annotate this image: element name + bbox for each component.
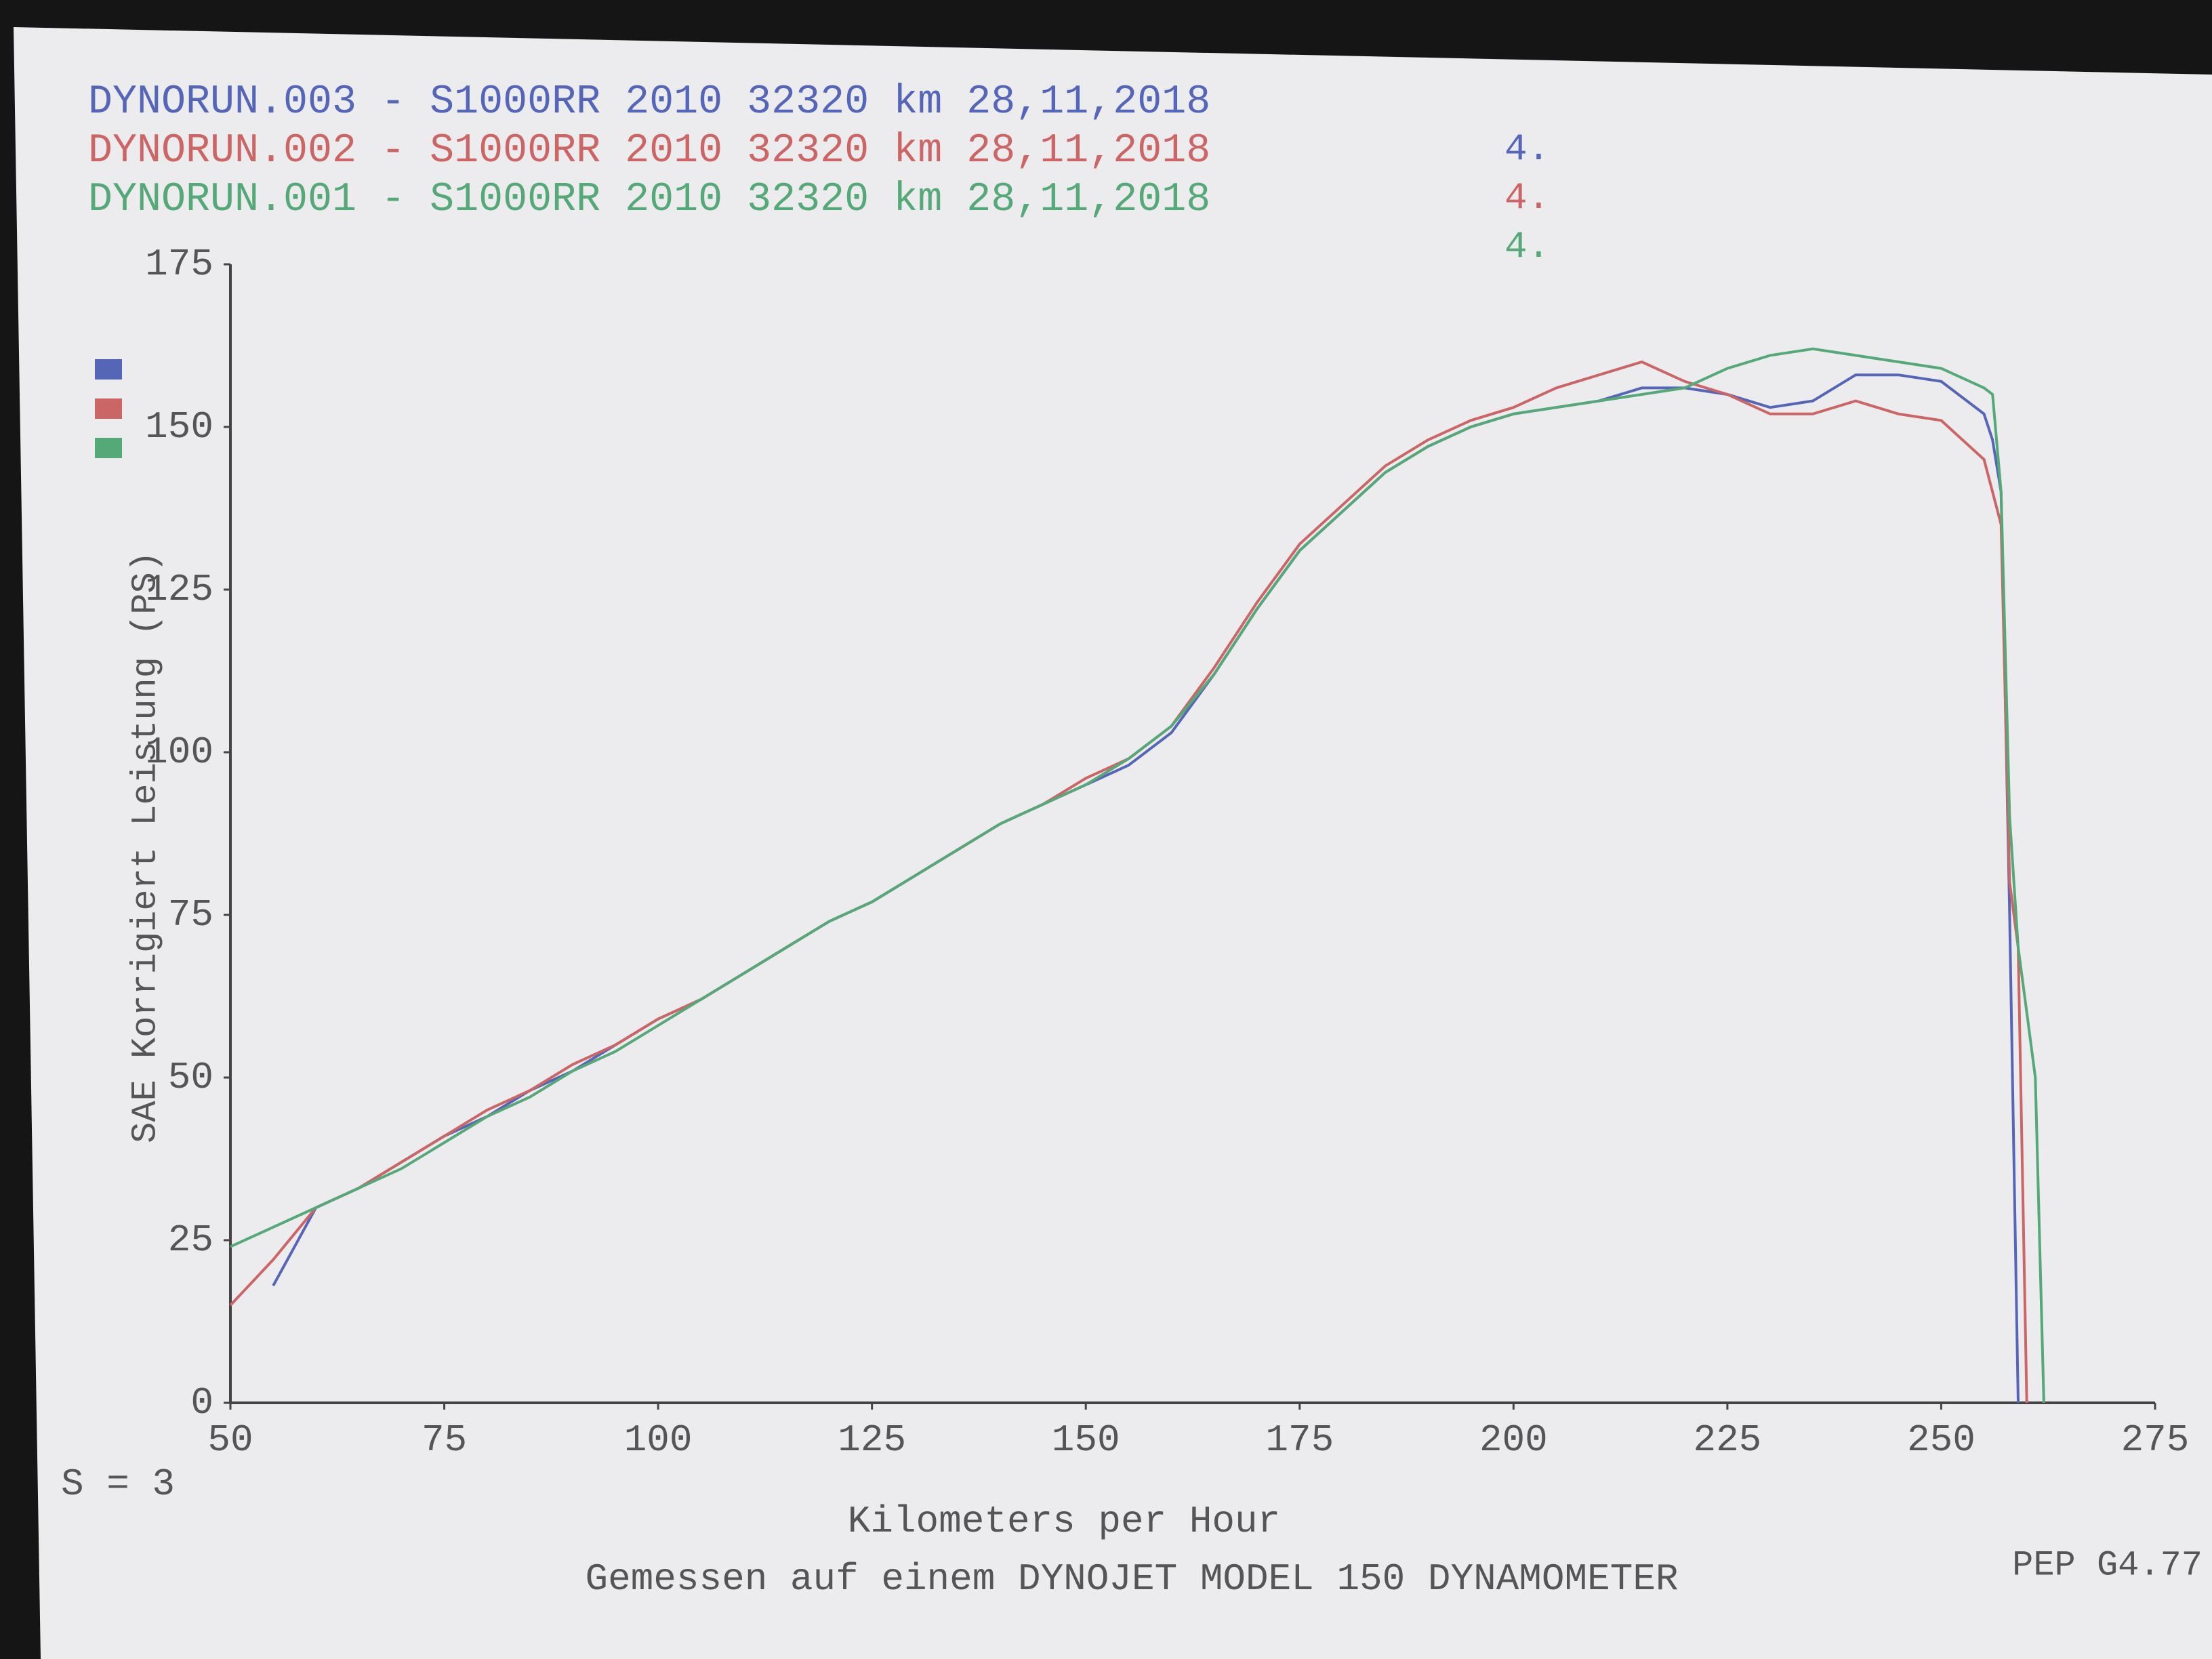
x-tick-label: 125: [838, 1418, 906, 1462]
y-tick-label: 175: [145, 243, 213, 286]
x-tick-label: 75: [422, 1418, 467, 1462]
footer: Gemessen auf einem DYNOJET MODEL 150 DYN…: [585, 1557, 1678, 1601]
y-tick-label: 50: [168, 1056, 213, 1099]
series-line: [229, 360, 2028, 1404]
x-tick-label: 225: [1693, 1418, 1761, 1462]
x-tick-label: 50: [207, 1418, 253, 1462]
legend-swatch: [95, 398, 122, 419]
legend-note: 4.: [1504, 225, 1550, 268]
y-tick-label: 75: [168, 893, 213, 937]
y-tick-label: 150: [145, 405, 213, 449]
x-tick-label: 200: [1479, 1418, 1548, 1462]
legend-swatch: [95, 359, 122, 380]
y-axis-label: SAE Korrigiert Leistung (PS): [126, 551, 166, 1143]
x-tick-label: 175: [1265, 1418, 1334, 1462]
legend-label: DYNORUN.002 - S1000RR 2010 32320 km 28,1…: [88, 128, 1210, 174]
version: PEP G4.77: [2012, 1546, 2203, 1586]
y-tick-label: 125: [145, 568, 213, 611]
x-axis-label: Kilometers per Hour: [848, 1500, 1281, 1543]
x-tick-label: 150: [1052, 1418, 1120, 1462]
legend-label: DYNORUN.001 - S1000RR 2010 32320 km 28,1…: [88, 177, 1210, 223]
legend-label: DYNORUN.003 - S1000RR 2010 32320 km 28,1…: [88, 79, 1210, 125]
y-tick-label: 0: [190, 1381, 213, 1425]
x-tick-label: 275: [2121, 1418, 2190, 1462]
smoothing: S = 3: [61, 1462, 175, 1506]
series-line: [230, 347, 2045, 1404]
legend-note: 4.: [1504, 176, 1550, 220]
legend-note: 4.: [1504, 127, 1550, 171]
paper: [14, 27, 2212, 1659]
x-tick-label: 100: [624, 1418, 693, 1462]
legend-swatch: [95, 438, 122, 458]
x-tick-label: 250: [1907, 1418, 1975, 1462]
y-tick-label: 100: [145, 731, 213, 774]
y-tick-label: 25: [168, 1218, 213, 1262]
